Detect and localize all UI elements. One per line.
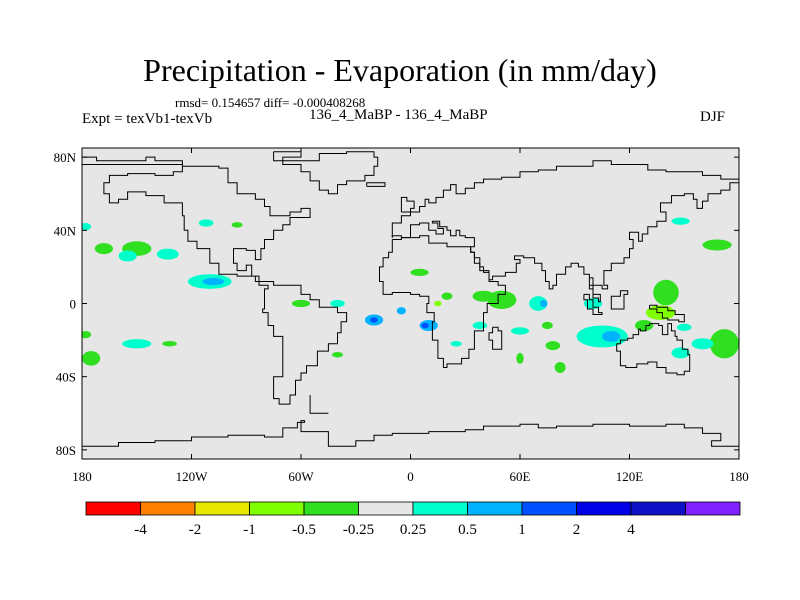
coastline-7 (616, 323, 691, 376)
lon-tick-label: 0 (407, 469, 414, 484)
colorbar-label: 1 (518, 522, 526, 538)
contour-blob-30 (676, 323, 692, 331)
colorbar-label: 0.5 (458, 522, 477, 538)
colorbar-label: -4 (134, 522, 147, 538)
contour-fill-layer (82, 217, 739, 374)
contour-blob-39 (122, 339, 152, 349)
colorbar-swatch-8 (521, 501, 577, 516)
contour-blob-31 (709, 329, 739, 359)
coastline-12 (400, 196, 415, 213)
contour-blob-36 (82, 223, 92, 231)
colorbar-swatch-11 (685, 501, 741, 516)
contour-blob-19 (487, 290, 517, 309)
lat-tick-label: 80N (54, 150, 77, 165)
colorbar-label: -2 (189, 522, 202, 538)
lon-tick-label: 120W (176, 469, 209, 484)
contour-blob-11 (370, 317, 378, 323)
coastline-10 (309, 395, 329, 414)
colorbar-swatch-9 (576, 501, 632, 516)
colorbar-label: 2 (573, 522, 581, 538)
lon-tick-label: 180 (72, 469, 92, 484)
contour-blob-16 (441, 292, 453, 300)
colorbar-label: -1 (243, 522, 256, 538)
colorbar-label: 0.25 (400, 522, 426, 538)
experiment-label: Expt = texVb1-texVb (82, 111, 213, 127)
colorbar-swatch-10 (630, 501, 686, 516)
contour-blob-27 (653, 279, 679, 306)
run-comparison-label: 136_4_MaBP - 136_4_MaBP (309, 107, 488, 123)
contour-blob-33 (671, 347, 690, 359)
lat-tick-label: 40S (56, 370, 76, 385)
coastline-9 (82, 420, 739, 447)
contour-blob-44 (541, 321, 553, 330)
contour-blob-17 (434, 300, 442, 307)
axis-ticks: 80N 40N 0 40S 80S 180 120W 60W 0 60E 120E 180 (54, 148, 749, 484)
colorbar-label: -0.25 (343, 522, 374, 538)
lat-tick-label: 40N (54, 223, 77, 238)
contour-blob-7 (231, 222, 243, 228)
contour-blob-34 (702, 239, 732, 251)
contour-blob-32 (691, 338, 714, 350)
colorbar-swatch-3 (249, 501, 305, 516)
contour-blob-25 (602, 330, 621, 342)
lon-tick-label: 60E (510, 469, 531, 484)
contour-blob-38 (82, 351, 101, 366)
contour-blob-45 (332, 351, 343, 358)
coastline-0 (82, 156, 348, 405)
contour-blob-2 (118, 250, 137, 262)
contour-blob-5 (202, 277, 225, 286)
lat-tick-label: 80S (56, 443, 76, 458)
contour-blob-9 (330, 299, 345, 308)
coastline-6 (610, 290, 629, 310)
stats-text: rmsd= 0.154657 diff= -0.000408268 (175, 95, 366, 110)
contour-blob-29 (634, 319, 654, 331)
colorbar: -4 -2 -1 -0.5 -0.25 0.25 0.5 1 2 4 (85, 501, 741, 538)
coastline-1 (273, 151, 379, 195)
map-background (82, 148, 739, 459)
contour-blob-14 (421, 322, 429, 329)
contour-blob-1 (94, 243, 114, 255)
contour-blob-35 (671, 217, 690, 225)
contour-blob-22 (472, 321, 488, 330)
coastline-13 (366, 182, 386, 187)
lat-tick-label: 0 (70, 297, 77, 312)
coastline-layer (82, 151, 739, 447)
colorbar-swatch-0 (85, 501, 141, 516)
lon-tick-label: 60W (288, 469, 314, 484)
contour-blob-23 (510, 327, 530, 335)
contour-blob-41 (545, 341, 561, 351)
colorbar-swatch-7 (467, 501, 523, 516)
colorbar-swatch-4 (303, 501, 359, 516)
colorbar-label: -0.5 (292, 522, 316, 538)
coastline-8 (649, 304, 685, 323)
contour-blob-8 (291, 299, 311, 308)
map-title: Precipitation - Evaporation (in mm/day) (143, 52, 657, 88)
contour-blob-21 (540, 299, 548, 308)
contour-blob-15 (410, 268, 429, 277)
colorbar-swatch-2 (194, 501, 250, 516)
contour-blob-20 (529, 296, 548, 311)
contour-blob-3 (156, 248, 179, 260)
coastline-5 (583, 293, 603, 315)
contour-blob-40 (162, 341, 177, 347)
colorbar-label: 4 (627, 522, 635, 538)
coastline-3 (391, 160, 739, 238)
contour-blob-6 (198, 219, 214, 227)
lon-tick-label: 180 (729, 469, 749, 484)
colorbar-swatch-1 (140, 501, 196, 516)
colorbar-swatch-5 (358, 501, 414, 516)
contour-blob-43 (516, 352, 524, 364)
coastline-11 (488, 326, 503, 350)
contour-blob-46 (450, 341, 462, 347)
contour-blob-37 (82, 330, 92, 339)
lon-tick-label: 120E (616, 469, 644, 484)
contour-blob-42 (554, 362, 566, 374)
season-label: DJF (700, 109, 726, 125)
colorbar-swatch-6 (412, 501, 468, 516)
coastline-4 (391, 182, 739, 303)
contour-blob-12 (396, 307, 406, 315)
